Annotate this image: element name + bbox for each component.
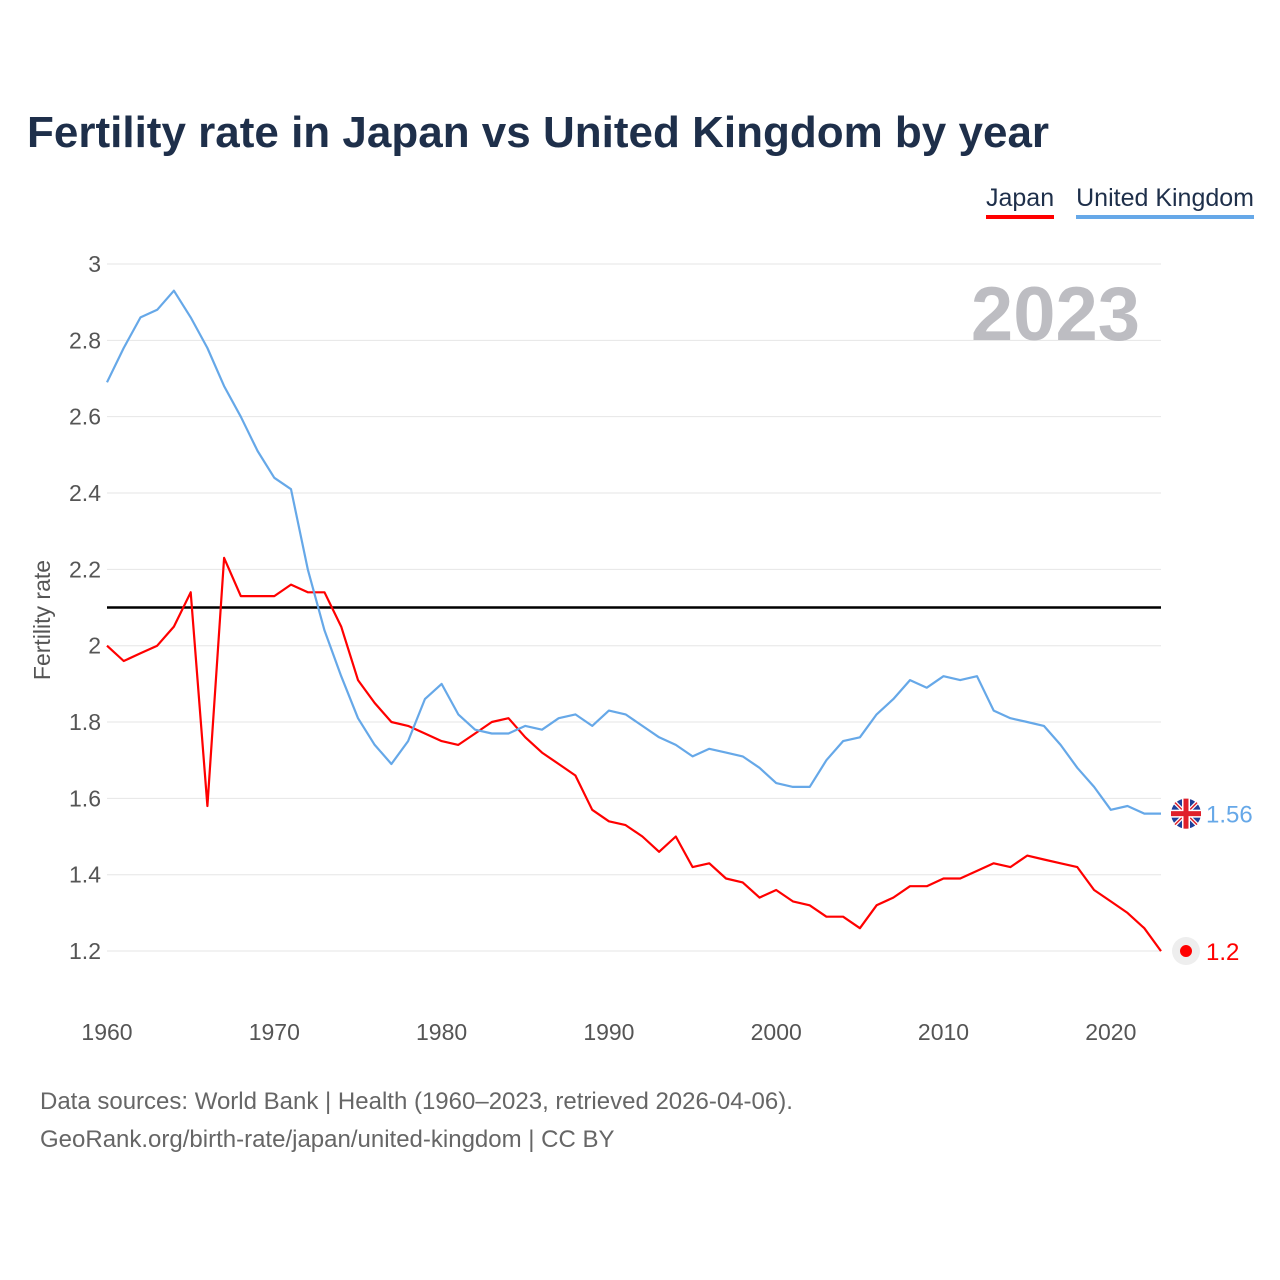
end-value-label: 1.56 — [1206, 802, 1253, 829]
x-tick-label: 1980 — [416, 1019, 467, 1045]
legend-united-kingdom[interactable]: United Kingdom — [1076, 184, 1254, 219]
series-line-japan — [106, 556, 1162, 952]
x-tick-label: 1960 — [81, 1019, 132, 1045]
flag-cross-red — [1183, 798, 1189, 829]
year-label: 2023 — [971, 272, 1140, 357]
legend: Japan United Kingdom — [985, 184, 1254, 219]
y-tick-label: 1.2 — [69, 938, 101, 964]
y-tick-label: 2.4 — [69, 480, 101, 506]
legend-japan[interactable]: Japan — [985, 184, 1055, 219]
x-tick-label: 2000 — [751, 1019, 802, 1045]
japan-flag-icon — [1180, 945, 1192, 958]
end-value-label: 1.2 — [1206, 939, 1239, 966]
y-tick-label: 2 — [88, 633, 101, 659]
x-tick-label: 1970 — [249, 1019, 300, 1045]
y-tick-label: 1.4 — [69, 862, 101, 888]
x-tick-label: 2010 — [918, 1019, 969, 1045]
y-tick-label: 3 — [88, 251, 101, 277]
y-tick-label: 1.6 — [69, 785, 101, 811]
x-tick-label: 1990 — [583, 1019, 634, 1045]
y-tick-label: 1.8 — [69, 709, 101, 735]
chart-title: Fertility rate in Japan vs United Kingdo… — [27, 108, 1050, 157]
y-tick-label: 2.6 — [69, 404, 101, 430]
y-tick-label: 2.8 — [69, 327, 101, 353]
series-line-united-kingdom — [106, 289, 1161, 815]
y-tick-label: 2.2 — [69, 556, 101, 582]
uk-flag-icon — [1171, 798, 1201, 829]
source-line-2[interactable]: GeoRank.org/birth-rate/japan/united-king… — [40, 1126, 615, 1153]
x-tick-label: 2020 — [1085, 1019, 1136, 1045]
source-line-1: Data sources: World Bank | Health (1960–… — [40, 1088, 793, 1115]
y-axis-label: Fertility rate — [29, 560, 55, 680]
